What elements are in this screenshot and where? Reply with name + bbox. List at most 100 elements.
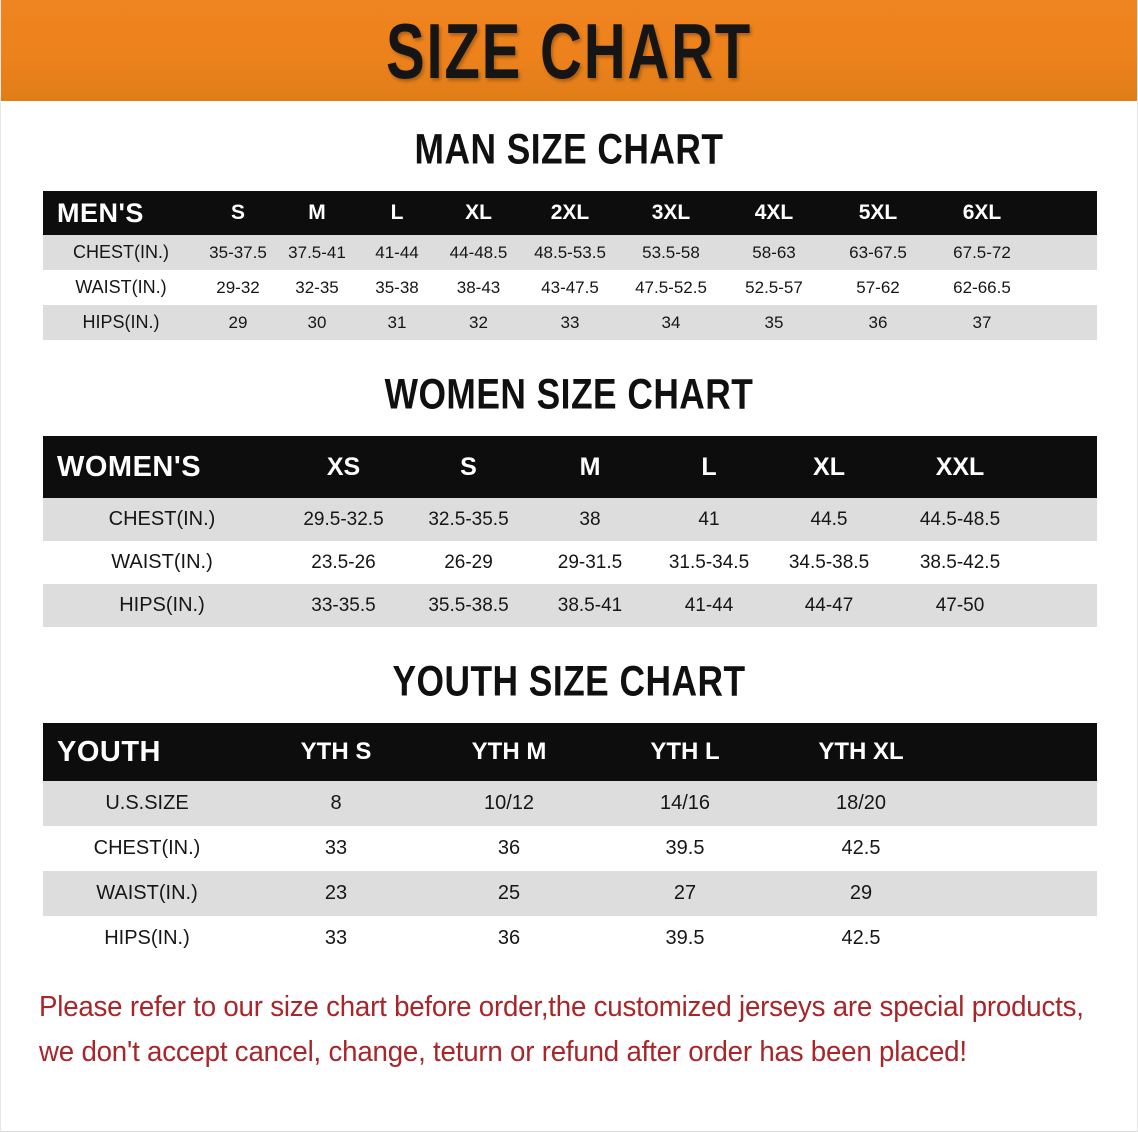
women-waist-xl: 34.5-38.5 [769, 541, 889, 584]
man-waist-l: 35-38 [357, 270, 437, 305]
man-col-m: M [308, 201, 326, 224]
man-chest-s: 35-37.5 [199, 235, 277, 270]
youth-table-wrapper: YOUTH YTH S YTH M YTH L YTH XL U.S.SIZE … [43, 723, 1097, 961]
youth-chest-l: 39.5 [597, 826, 773, 871]
women-chest-s: 32.5-35.5 [406, 498, 531, 541]
women-chest-xl: 44.5 [769, 498, 889, 541]
man-hips-s: 29 [199, 305, 277, 340]
notice-line-1: Please refer to our size chart before or… [39, 991, 1084, 1023]
table-row: HIPS(IN.) 29 30 31 32 33 34 35 36 37 [43, 305, 1097, 340]
man-col-l: L [390, 201, 404, 224]
man-hips-spacer [1034, 305, 1097, 340]
man-hips-4xl: 35 [722, 305, 826, 340]
youth-hips-s: 33 [251, 916, 421, 961]
man-size-table: MEN'S S M L XL 2XL 3XL 4XL 5XL 6XL CHEST… [43, 191, 1097, 340]
notice-line-2: we don't accept cancel, change, teturn o… [39, 1036, 967, 1068]
man-col-xl: XL [465, 201, 492, 224]
women-waist-m: 29-31.5 [531, 541, 649, 584]
youth-ussize-xl: 18/20 [773, 781, 949, 826]
man-waist-spacer [1034, 270, 1097, 305]
women-hips-m: 38.5-41 [531, 584, 649, 627]
youth-col-spacer [949, 723, 1097, 781]
man-row-label-hips: HIPS(IN.) [43, 305, 199, 340]
women-size-table: WOMEN'S XS S M L XL XXL CHEST(IN.) 29.5-… [43, 436, 1097, 627]
women-chest-m: 38 [531, 498, 649, 541]
women-hips-s: 35.5-38.5 [406, 584, 531, 627]
women-hips-l: 41-44 [649, 584, 769, 627]
table-row: CHEST(IN.) 33 36 39.5 42.5 [43, 826, 1097, 871]
man-hips-m: 30 [277, 305, 357, 340]
man-waist-2xl: 43-47.5 [520, 270, 620, 305]
women-chest-xs: 29.5-32.5 [281, 498, 406, 541]
youth-chest-m: 36 [421, 826, 597, 871]
youth-chest-xl: 42.5 [773, 826, 949, 871]
youth-hips-m: 36 [421, 916, 597, 961]
women-col-xxl: XXL [935, 452, 985, 481]
man-waist-5xl: 57-62 [826, 270, 930, 305]
women-col-xl: XL [813, 452, 845, 481]
man-hips-l: 31 [357, 305, 437, 340]
man-col-spacer [1034, 191, 1097, 235]
women-hips-xs: 33-35.5 [281, 584, 406, 627]
youth-col-s: YTH S [300, 738, 372, 765]
women-chest-spacer [1031, 498, 1097, 541]
table-row: WAIST(IN.) 29-32 32-35 35-38 38-43 43-47… [43, 270, 1097, 305]
youth-section-heading: YOUTH SIZE CHART [392, 658, 746, 706]
youth-waist-xl: 29 [773, 871, 949, 916]
youth-hips-l: 39.5 [597, 916, 773, 961]
man-row-label-chest: CHEST(IN.) [43, 235, 199, 270]
women-col-l: L [701, 452, 717, 481]
youth-ussize-s: 8 [251, 781, 421, 826]
table-row: CHEST(IN.) 29.5-32.5 32.5-35.5 38 41 44.… [43, 498, 1097, 541]
women-row-label-chest: CHEST(IN.) [43, 498, 281, 541]
women-hips-spacer [1031, 584, 1097, 627]
man-chest-4xl: 58-63 [722, 235, 826, 270]
man-table-wrapper: MEN'S S M L XL 2XL 3XL 4XL 5XL 6XL CHEST… [43, 191, 1097, 340]
youth-corner-label: YOUTH [57, 735, 161, 768]
youth-chest-spacer [949, 826, 1097, 871]
page-banner: SIZE CHART [1, 0, 1137, 101]
table-row: HIPS(IN.) 33-35.5 35.5-38.5 38.5-41 41-4… [43, 584, 1097, 627]
table-row: CHEST(IN.) 35-37.5 37.5-41 41-44 44-48.5… [43, 235, 1097, 270]
youth-hips-spacer [949, 916, 1097, 961]
man-section-heading: MAN SIZE CHART [414, 126, 724, 174]
women-table-wrapper: WOMEN'S XS S M L XL XXL CHEST(IN.) 29.5-… [43, 436, 1097, 627]
man-waist-3xl: 47.5-52.5 [620, 270, 722, 305]
man-header-row: MEN'S S M L XL 2XL 3XL 4XL 5XL 6XL [43, 191, 1097, 235]
man-hips-6xl: 37 [930, 305, 1034, 340]
women-col-xs: XS [326, 452, 361, 481]
table-row: HIPS(IN.) 33 36 39.5 42.5 [43, 916, 1097, 961]
women-header-row: WOMEN'S XS S M L XL XXL [43, 436, 1097, 498]
women-col-spacer [1031, 436, 1097, 498]
table-row: WAIST(IN.) 23 25 27 29 [43, 871, 1097, 916]
women-hips-xl: 44-47 [769, 584, 889, 627]
women-corner-label: WOMEN'S [57, 450, 202, 483]
youth-size-table: YOUTH YTH S YTH M YTH L YTH XL U.S.SIZE … [43, 723, 1097, 961]
youth-ussize-m: 10/12 [421, 781, 597, 826]
man-waist-4xl: 52.5-57 [722, 270, 826, 305]
youth-hips-xl: 42.5 [773, 916, 949, 961]
women-waist-spacer [1031, 541, 1097, 584]
women-hips-xxl: 47-50 [889, 584, 1031, 627]
man-col-2xl: 2XL [550, 201, 590, 224]
man-chest-xl: 44-48.5 [437, 235, 520, 270]
man-hips-5xl: 36 [826, 305, 930, 340]
man-chest-3xl: 53.5-58 [620, 235, 722, 270]
youth-header-row: YOUTH YTH S YTH M YTH L YTH XL [43, 723, 1097, 781]
women-row-label-waist: WAIST(IN.) [43, 541, 281, 584]
man-chest-spacer [1034, 235, 1097, 270]
order-policy-notice: Please refer to our size chart before or… [39, 985, 1084, 1075]
banner-title: SIZE CHART [385, 6, 753, 95]
youth-row-label-chest: CHEST(IN.) [43, 826, 251, 871]
man-col-4xl: 4XL [754, 201, 794, 224]
women-col-s: S [460, 452, 477, 481]
women-waist-xxl: 38.5-42.5 [889, 541, 1031, 584]
youth-chest-s: 33 [251, 826, 421, 871]
youth-waist-l: 27 [597, 871, 773, 916]
youth-row-label-hips: HIPS(IN.) [43, 916, 251, 961]
man-chest-l: 41-44 [357, 235, 437, 270]
man-chest-2xl: 48.5-53.5 [520, 235, 620, 270]
table-row: U.S.SIZE 8 10/12 14/16 18/20 [43, 781, 1097, 826]
man-waist-xl: 38-43 [437, 270, 520, 305]
